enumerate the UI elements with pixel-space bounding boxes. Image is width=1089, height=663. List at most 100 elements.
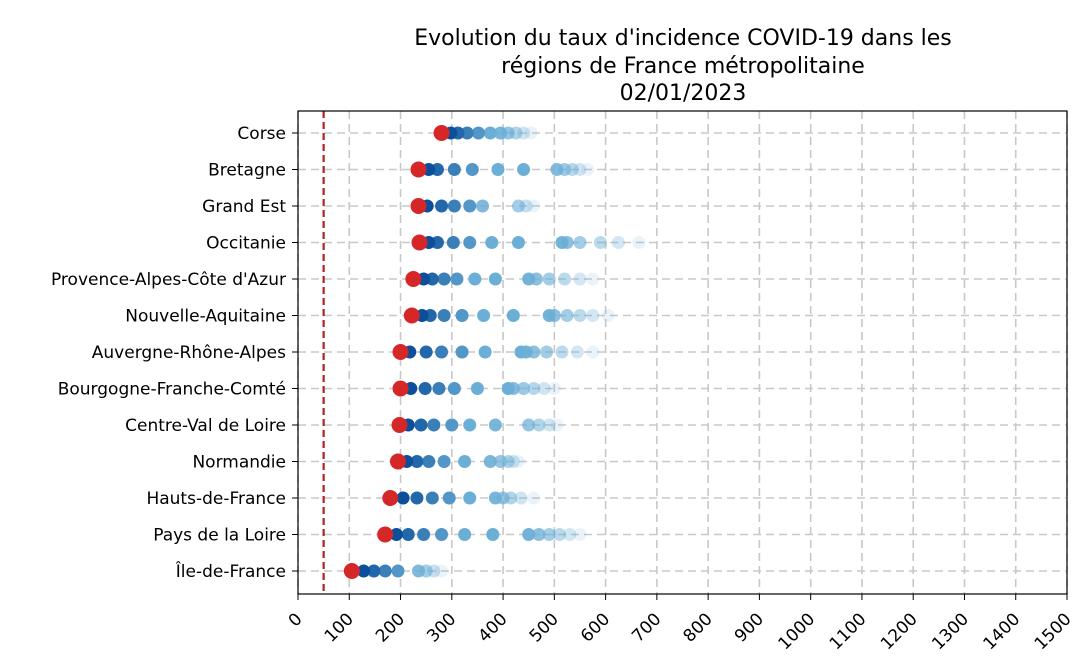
x-tick-label-2: 200 (372, 609, 409, 646)
y-tick-label-8: Centre-Val de Loire (125, 416, 286, 436)
point-6-6 (514, 345, 528, 359)
point-7-11 (547, 382, 561, 395)
y-tick-label-4: Provence-Alpes-Côte d'Azur (51, 270, 286, 290)
point-1-6 (517, 163, 531, 176)
x-tick-label-6: 600 (577, 609, 614, 646)
point-11-11 (563, 528, 577, 541)
point-1-4 (465, 163, 479, 176)
point-4-7 (522, 272, 536, 286)
point-3-11 (611, 236, 625, 249)
x-tick-label-4: 400 (475, 609, 512, 646)
point-11-1 (389, 528, 403, 541)
point-3-5 (485, 236, 499, 249)
y-tick-label-6: Auvergne-Rhône-Alpes (92, 343, 286, 363)
point-3-12 (632, 236, 646, 249)
point-1-10 (573, 163, 587, 176)
y-tick-label-12: Île-de-France (175, 560, 286, 582)
point-9-5 (458, 455, 472, 468)
y-tick-label-2: Grand Est (202, 197, 286, 217)
chart-title: Evolution du taux d'incidence COVID-19 d… (414, 26, 952, 106)
point-11-10 (552, 528, 566, 541)
point-6-9 (540, 345, 554, 359)
point-6-2 (419, 345, 433, 359)
point-2-8 (527, 199, 541, 213)
point-4-5 (468, 272, 482, 286)
point-11-0 (377, 526, 394, 543)
x-tick-label-0: 0 (285, 609, 307, 631)
point-2-5 (476, 199, 490, 213)
point-11-6 (486, 528, 500, 541)
point-5-7 (542, 309, 556, 322)
y-axis: Corse Bretagne Grand Est Occitanie Provence-… (51, 124, 298, 582)
point-8-4 (445, 418, 459, 432)
y-tick-label-11: Pays de la Loire (153, 526, 286, 546)
point-12-1 (357, 564, 371, 578)
x-tick-label-13: 1300 (928, 609, 973, 654)
point-1-3 (447, 163, 461, 176)
point-3-4 (463, 236, 477, 249)
point-10-9 (514, 491, 528, 505)
point-12-2 (367, 564, 381, 578)
x-tick-label-11: 1100 (826, 609, 871, 654)
point-5-11 (586, 309, 600, 322)
point-7-4 (447, 382, 461, 395)
point-4-4 (450, 272, 464, 286)
point-2-2 (435, 199, 449, 213)
point-9-4 (437, 455, 451, 468)
point-1-7 (550, 163, 564, 176)
point-8-7 (522, 418, 536, 432)
point-10-4 (442, 491, 456, 505)
point-5-10 (573, 309, 587, 322)
x-tick-label-3: 300 (423, 609, 460, 646)
point-12-4 (391, 564, 405, 578)
point-8-10 (550, 418, 564, 432)
point-0-10 (524, 126, 538, 140)
x-tick-label-5: 500 (526, 609, 563, 646)
point-10-1 (396, 491, 410, 505)
point-0-5 (483, 126, 497, 140)
point-4-12 (586, 272, 600, 286)
point-9-0 (389, 453, 406, 470)
title-line-2: régions de France métropolitaine (501, 54, 865, 79)
x-tick-label-8: 800 (680, 609, 717, 646)
point-11-12 (573, 528, 587, 541)
point-0-3 (460, 126, 474, 140)
point-12-3 (378, 564, 392, 578)
point-1-5 (491, 163, 505, 176)
point-7-6 (501, 382, 515, 395)
point-4-0 (405, 271, 422, 287)
point-10-10 (527, 491, 541, 505)
point-2-4 (463, 199, 477, 213)
point-7-2 (418, 382, 432, 395)
point-11-2 (401, 528, 415, 541)
point-8-8 (532, 418, 546, 432)
point-9-6 (483, 455, 497, 468)
y-tick-label-0: Corse (237, 124, 286, 144)
x-axis: 0 100 200 300 400 500 600 700 800 900 1000 1100 1200… (285, 594, 1076, 654)
point-7-8 (517, 382, 531, 395)
point-2-3 (447, 199, 461, 213)
point-5-4 (455, 309, 469, 322)
point-9-3 (422, 455, 436, 468)
point-3-9 (573, 236, 587, 249)
point-4-6 (488, 272, 502, 286)
point-11-3 (417, 528, 431, 541)
point-12-0 (343, 563, 360, 579)
point-6-5 (478, 345, 492, 359)
point-5-3 (437, 309, 451, 322)
x-tick-label-1: 100 (321, 609, 358, 646)
point-6-11 (570, 345, 584, 359)
y-tick-label-10: Hauts-de-France (146, 489, 286, 509)
y-tick-label-7: Bourgogne-Franche-Comté (58, 380, 286, 400)
point-5-5 (477, 309, 491, 322)
point-5-0 (403, 307, 420, 324)
point-5-12 (601, 309, 615, 322)
point-10-2 (410, 491, 424, 505)
point-9-2 (410, 455, 424, 468)
point-4-10 (558, 272, 572, 286)
point-6-4 (455, 345, 469, 359)
point-6-0 (392, 344, 409, 360)
y-tick-label-9: Normandie (192, 453, 286, 473)
point-10-5 (463, 491, 477, 505)
